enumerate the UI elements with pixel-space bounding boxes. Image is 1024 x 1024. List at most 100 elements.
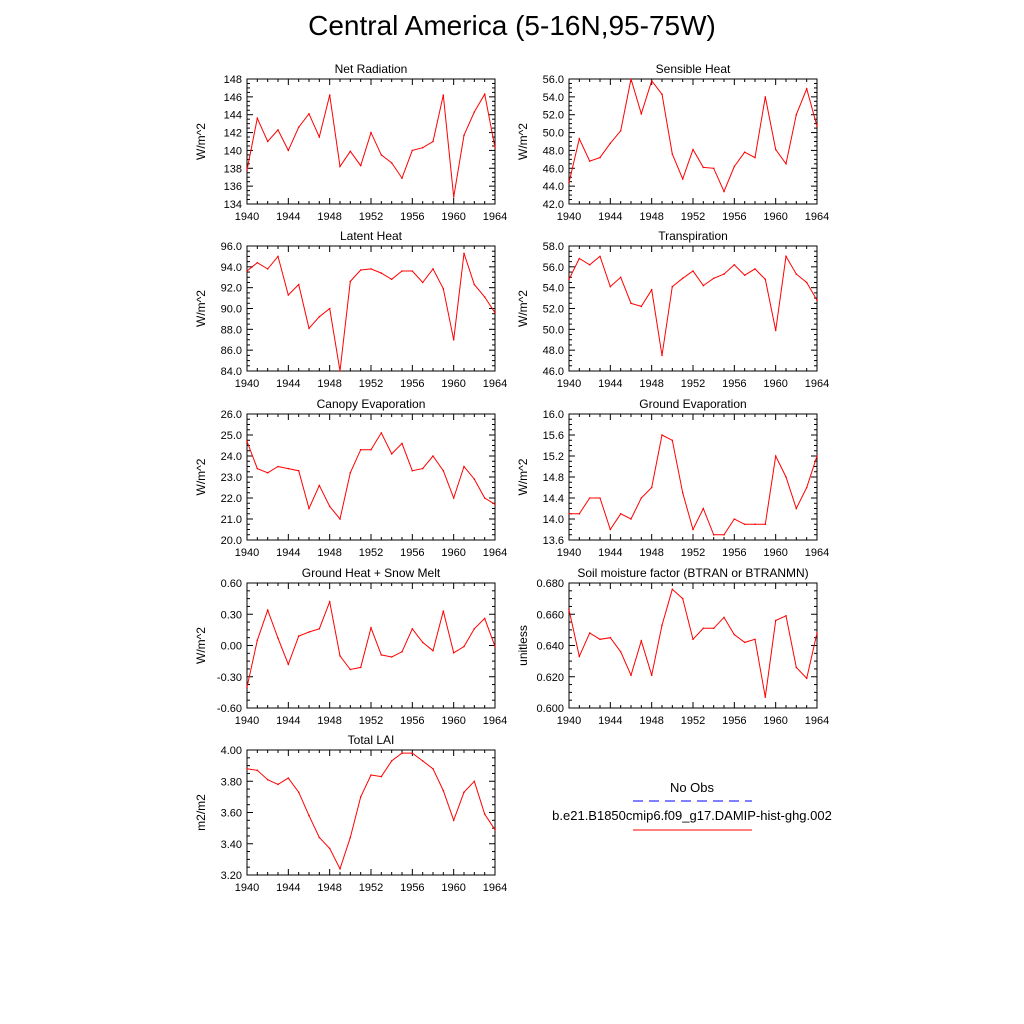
- data-point: [640, 497, 643, 499]
- data-point: [297, 635, 300, 637]
- y-tick-label: 46.0: [543, 163, 564, 175]
- y-tick-label: 14.8: [543, 472, 564, 484]
- y-axis-label: W/m^2: [516, 290, 530, 327]
- x-tick-label: 1952: [359, 715, 383, 727]
- data-point: [297, 791, 300, 793]
- series-line: [246, 431, 496, 521]
- x-tick-label: 1956: [722, 211, 746, 223]
- y-tick-label: 52.0: [543, 110, 564, 122]
- data-point: [578, 655, 581, 658]
- data-point: [359, 269, 362, 271]
- data-point: [328, 601, 331, 603]
- y-tick-label: 20.0: [221, 535, 242, 547]
- data-point: [277, 783, 279, 786]
- data-point: [588, 264, 591, 266]
- data-point: [308, 507, 310, 510]
- data-point: [380, 775, 383, 778]
- data-point: [339, 165, 341, 168]
- data-point: [463, 252, 465, 255]
- data-point: [287, 294, 290, 296]
- data-point: [452, 339, 455, 341]
- data-point: [671, 285, 674, 288]
- data-point: [568, 181, 570, 184]
- data-point: [805, 88, 808, 90]
- data-point: [764, 96, 767, 98]
- x-tick-label: 1964: [805, 547, 829, 559]
- x-tick-label: 1940: [235, 378, 259, 390]
- data-point: [277, 255, 279, 258]
- x-tick-label: 1956: [400, 211, 424, 223]
- data-point: [328, 847, 331, 850]
- data-point: [452, 819, 455, 822]
- x-tick-label: 1944: [598, 547, 622, 559]
- data-point: [599, 156, 601, 159]
- data-point: [692, 528, 694, 531]
- x-tick-label: 1940: [235, 882, 259, 894]
- data-point: [246, 440, 248, 443]
- data-point: [318, 316, 321, 318]
- data-point: [785, 163, 787, 165]
- y-tick-label: 136: [224, 181, 242, 193]
- data-point: [599, 497, 601, 499]
- x-tick-label: 1960: [441, 547, 465, 559]
- data-point: [609, 636, 612, 639]
- data-point: [754, 638, 756, 641]
- data-point: [805, 486, 808, 489]
- x-tick-label: 1948: [639, 547, 663, 559]
- data-point: [432, 268, 434, 270]
- data-point: [702, 166, 705, 169]
- x-tick-label: 1948: [317, 547, 341, 559]
- data-point: [370, 448, 372, 451]
- y-tick-label: 22.0: [221, 493, 242, 505]
- x-tick-label: 1960: [441, 378, 465, 390]
- data-point: [246, 169, 248, 171]
- data-point: [723, 534, 725, 536]
- y-tick-label: 0.600: [536, 703, 564, 715]
- data-point: [494, 828, 496, 831]
- data-point: [723, 616, 725, 619]
- y-tick-label: 92.0: [221, 283, 242, 295]
- data-point: [712, 277, 715, 280]
- x-tick-label: 1948: [317, 882, 341, 894]
- data-point: [349, 150, 352, 153]
- data-point: [359, 796, 362, 798]
- data-point: [463, 645, 465, 648]
- chart-title: Ground Evaporation: [639, 397, 746, 411]
- data-point: [349, 836, 352, 839]
- data-point: [650, 674, 653, 676]
- legend-model-label: b.e21.B1850cmip6.f09_g17.DAMIP-hist-ghg.…: [552, 808, 832, 823]
- legend-obs-label: No Obs: [670, 780, 715, 795]
- y-tick-label: 0.60: [221, 578, 242, 590]
- data-point: [619, 651, 622, 653]
- y-tick-label: 50.0: [543, 128, 564, 140]
- chart-panel: Total LAI m2/m2 1940 1944 1948 1952 1956 1960 19…: [194, 733, 507, 894]
- data-point: [411, 149, 414, 152]
- y-tick-label: -0.30: [217, 672, 242, 684]
- data-point: [308, 814, 310, 817]
- y-tick-label: 50.0: [543, 324, 564, 336]
- data-point: [692, 638, 694, 641]
- y-tick-label: 138: [224, 163, 242, 175]
- data-point: [661, 354, 663, 357]
- x-tick-label: 1952: [359, 378, 383, 390]
- x-tick-label: 1952: [681, 378, 705, 390]
- y-tick-label: 24.0: [221, 451, 242, 463]
- x-tick-label: 1956: [400, 882, 424, 894]
- y-tick-label: 3.60: [221, 808, 242, 820]
- data-point: [483, 497, 486, 499]
- data-point: [421, 146, 424, 149]
- data-point: [452, 196, 455, 198]
- data-point: [494, 503, 496, 506]
- data-point: [588, 497, 591, 499]
- y-tick-label: 54.0: [543, 92, 564, 104]
- series-line: [568, 78, 818, 193]
- x-tick-label: 1940: [557, 211, 581, 223]
- data-point: [256, 639, 259, 642]
- data-point: [743, 523, 746, 526]
- y-tick-label: 148: [224, 74, 242, 86]
- data-point: [630, 78, 632, 80]
- data-point: [411, 628, 414, 630]
- y-tick-label: 42.0: [543, 199, 564, 211]
- data-point: [743, 274, 746, 277]
- y-tick-label: 54.0: [543, 283, 564, 295]
